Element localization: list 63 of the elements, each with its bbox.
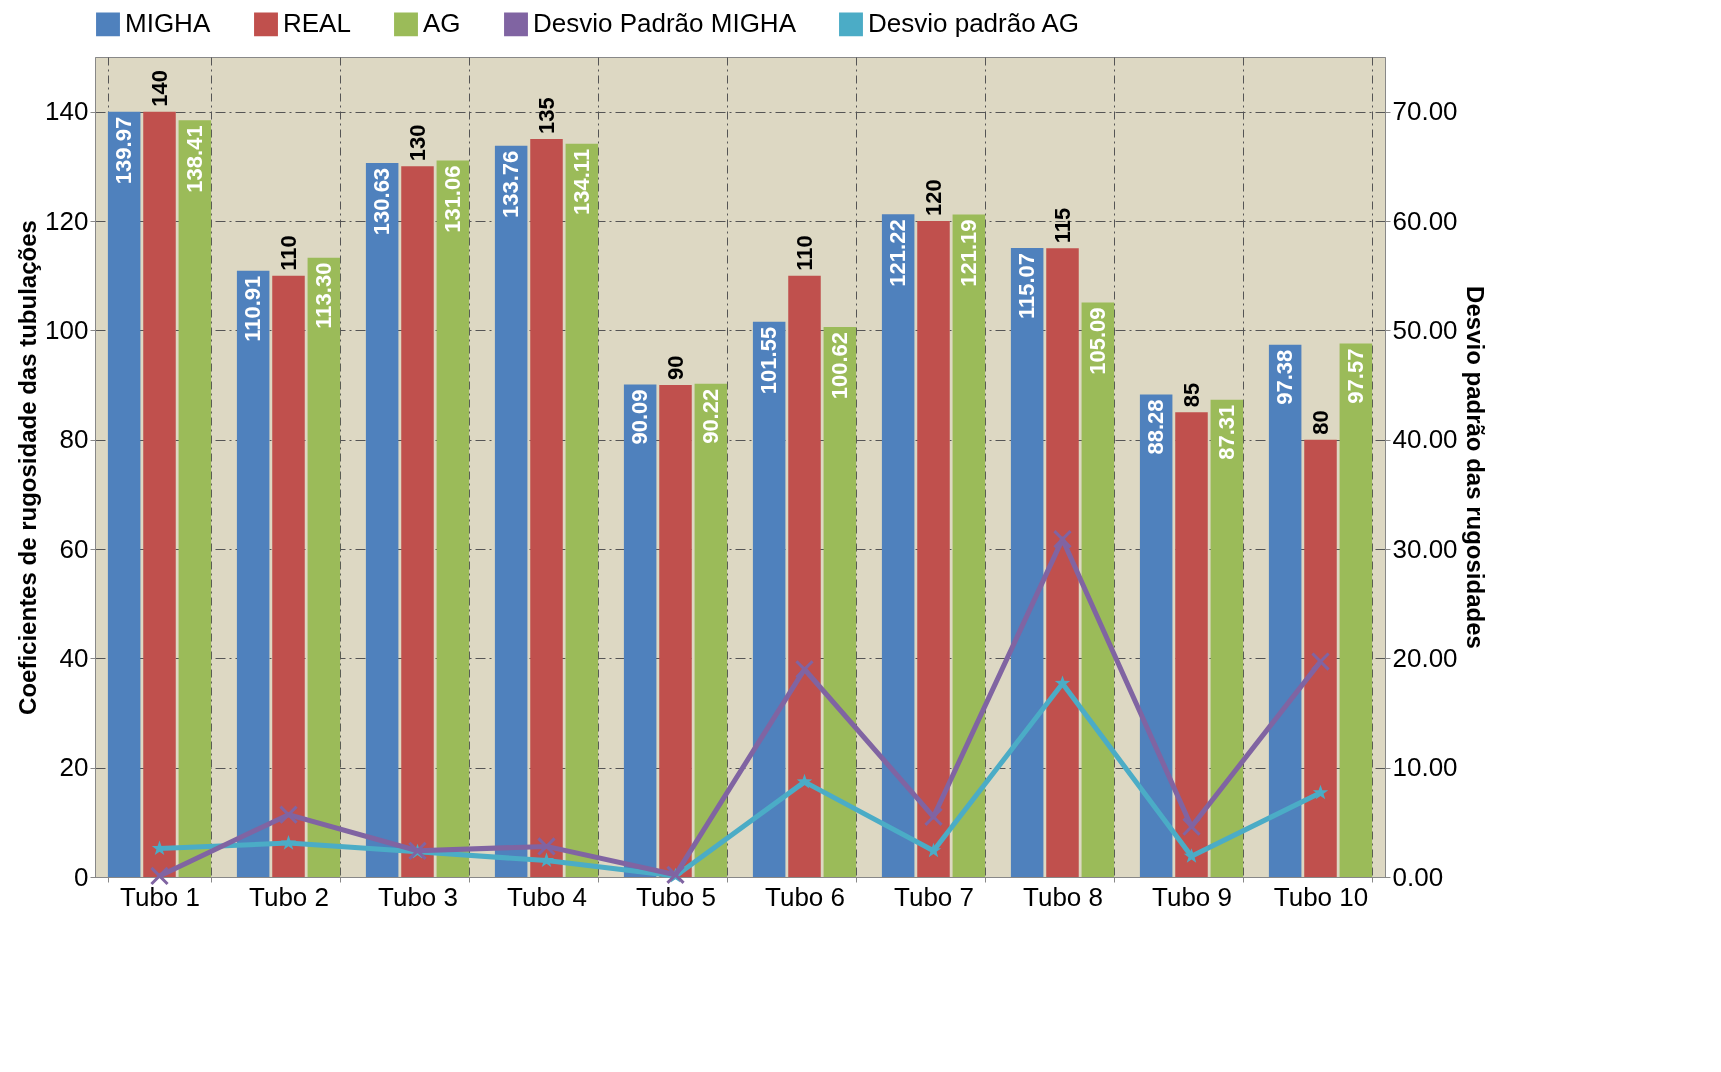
y2-axis-title: Desvio padrão das rugosidades (1461, 286, 1489, 649)
data-label: 115 (1049, 207, 1075, 244)
x-tick-label: Tubo 3 (378, 881, 458, 912)
y-tick-label: 60 (59, 533, 89, 564)
y-tick-label: 120 (45, 205, 89, 236)
data-label: 110 (791, 235, 817, 271)
data-label: 85 (1178, 382, 1204, 408)
data-label: 110 (275, 235, 301, 271)
y-tick-label: 0 (74, 861, 89, 892)
x-tick-label: Tubo 7 (894, 881, 974, 912)
x-tick-label: Tubo 6 (765, 881, 845, 912)
data-label: 131.06 (439, 165, 465, 233)
data-label: 139.97 (111, 116, 137, 185)
y2-tick-label: 70.00 (1392, 96, 1458, 127)
y-tick-label: 20 (59, 752, 89, 783)
data-label: 135 (533, 97, 559, 134)
y2-tick-label: 50.00 (1392, 314, 1458, 345)
x-tick-label: Tubo 10 (1273, 881, 1369, 912)
data-label: 90.09 (627, 389, 653, 445)
x-tick-label: Tubo 2 (249, 881, 329, 912)
x-tick-label: Tubo 4 (507, 881, 587, 912)
y2-tick-label: 20.00 (1392, 642, 1458, 673)
data-label: 88.28 (1143, 399, 1169, 455)
y-tick-label: 140 (45, 96, 89, 127)
x-tick-label: Tubo 1 (120, 881, 200, 912)
data-label: 121.19 (955, 219, 981, 287)
y-tick-label: 80 (59, 424, 89, 455)
data-label: 80 (1307, 410, 1333, 435)
legend-label: Desvio padrão AG (868, 8, 1080, 39)
y-tick-label: 40 (59, 642, 89, 673)
data-label: 87.31 (1213, 404, 1239, 460)
data-label: 130 (404, 124, 430, 162)
data-label: 100.62 (826, 331, 852, 400)
x-tick-label: Tubo 5 (636, 881, 716, 912)
y-axis-title: Coeficientes de rugosidade das tubulações (14, 220, 42, 715)
data-label: 133.76 (498, 150, 524, 219)
y-tick-label: 100 (45, 314, 89, 345)
data-label: 115.07 (1014, 252, 1040, 320)
y2-tick-label: 30.00 (1392, 533, 1458, 564)
x-tick-label: Tubo 9 (1152, 881, 1232, 912)
y2-tick-label: 0.00 (1392, 861, 1444, 892)
data-label: 138.41 (181, 125, 207, 193)
data-label: 97.38 (1272, 349, 1298, 405)
data-label: 134.11 (568, 148, 594, 215)
data-label: 105.09 (1084, 307, 1110, 375)
legend-label: Desvio Padrão MIGHA (533, 8, 797, 39)
data-label: 140 (146, 69, 172, 107)
data-label: 110.91 (240, 275, 266, 342)
data-label: 113.30 (310, 262, 336, 329)
x-tick-label: Tubo 8 (1023, 881, 1103, 912)
y2-tick-label: 60.00 (1392, 205, 1458, 236)
data-label: 120 (920, 179, 946, 216)
data-label: 121.22 (885, 219, 911, 287)
data-label: 90.22 (697, 388, 723, 444)
legend-label: AG (423, 8, 461, 39)
data-label: 97.57 (1342, 348, 1368, 404)
legend-label: MIGHA (125, 8, 211, 39)
data-label: 101.55 (756, 326, 782, 395)
y2-tick-label: 40.00 (1392, 424, 1458, 455)
data-label: 130.63 (369, 167, 395, 236)
y2-tick-label: 10.00 (1392, 752, 1458, 783)
data-label: 90 (662, 355, 688, 380)
legend-label: REAL (283, 8, 351, 39)
